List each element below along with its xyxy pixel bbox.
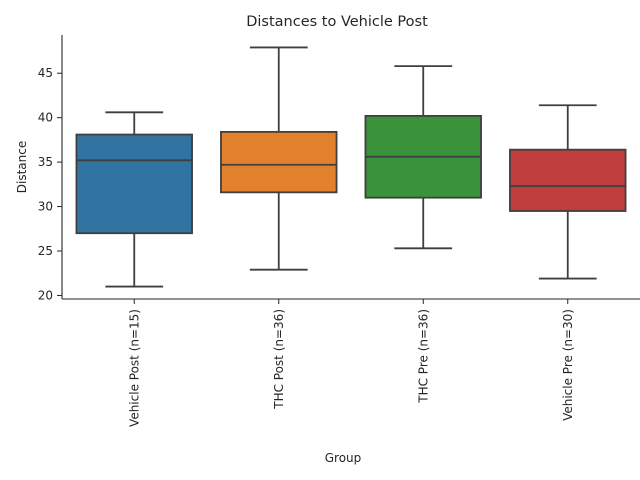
x-tick-label: THC Pre (n=36)	[416, 309, 430, 404]
interquartile-box	[220, 130, 338, 194]
interquartile-box	[75, 133, 193, 235]
x-tick-label: Vehicle Pre (n=30)	[561, 309, 575, 421]
plot-area	[75, 46, 627, 288]
y-tick-label: 30	[38, 200, 53, 214]
y-tick-label: 45	[38, 66, 53, 80]
x-axis-ticks: Vehicle Post (n=15) THC Post (n=36) THC Pr…	[127, 299, 575, 427]
y-tick-label: 40	[38, 111, 53, 125]
y-tick-label: 35	[38, 155, 53, 169]
y-axis-label: Distance	[15, 141, 29, 193]
box-group	[75, 111, 193, 288]
x-tick-label: Vehicle Post (n=15)	[127, 309, 141, 427]
y-axis-ticks: 20 25 30 35 40 45	[38, 66, 62, 302]
interquartile-box	[509, 148, 627, 212]
box-group	[509, 104, 627, 280]
box-group	[220, 46, 338, 271]
y-tick-label: 25	[38, 244, 53, 258]
x-tick-label: THC Post (n=36)	[272, 309, 286, 410]
x-axis-label: Group	[325, 451, 362, 465]
y-tick-label: 20	[38, 288, 53, 302]
chart-title: Distances to Vehicle Post	[246, 14, 428, 30]
box-group	[364, 65, 482, 250]
